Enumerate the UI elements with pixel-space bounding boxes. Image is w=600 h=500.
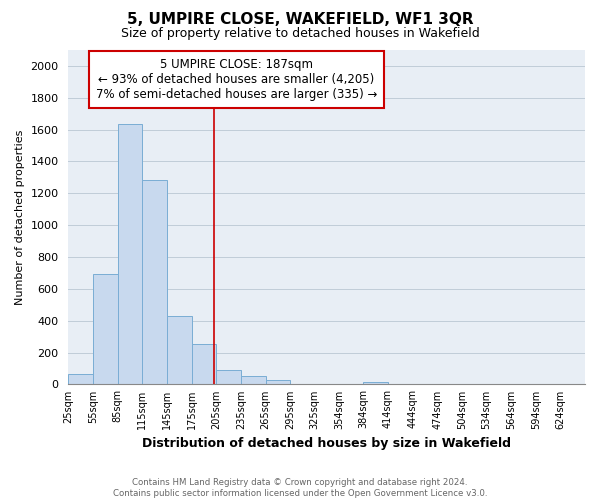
Text: Contains HM Land Registry data © Crown copyright and database right 2024.
Contai: Contains HM Land Registry data © Crown c… [113, 478, 487, 498]
Y-axis label: Number of detached properties: Number of detached properties [15, 130, 25, 305]
Bar [142, 180, 167, 384]
X-axis label: Distribution of detached houses by size in Wakefield: Distribution of detached houses by size … [142, 437, 511, 450]
Bar [241, 376, 266, 384]
Bar [216, 370, 241, 384]
Bar [68, 374, 93, 384]
Bar [167, 316, 191, 384]
Text: Size of property relative to detached houses in Wakefield: Size of property relative to detached ho… [121, 28, 479, 40]
Bar [93, 274, 118, 384]
Text: 5, UMPIRE CLOSE, WAKEFIELD, WF1 3QR: 5, UMPIRE CLOSE, WAKEFIELD, WF1 3QR [127, 12, 473, 28]
Bar [118, 124, 142, 384]
Bar [363, 382, 388, 384]
Bar [191, 344, 216, 385]
Bar [266, 380, 290, 384]
Text: 5 UMPIRE CLOSE: 187sqm
← 93% of detached houses are smaller (4,205)
7% of semi-d: 5 UMPIRE CLOSE: 187sqm ← 93% of detached… [95, 58, 377, 102]
